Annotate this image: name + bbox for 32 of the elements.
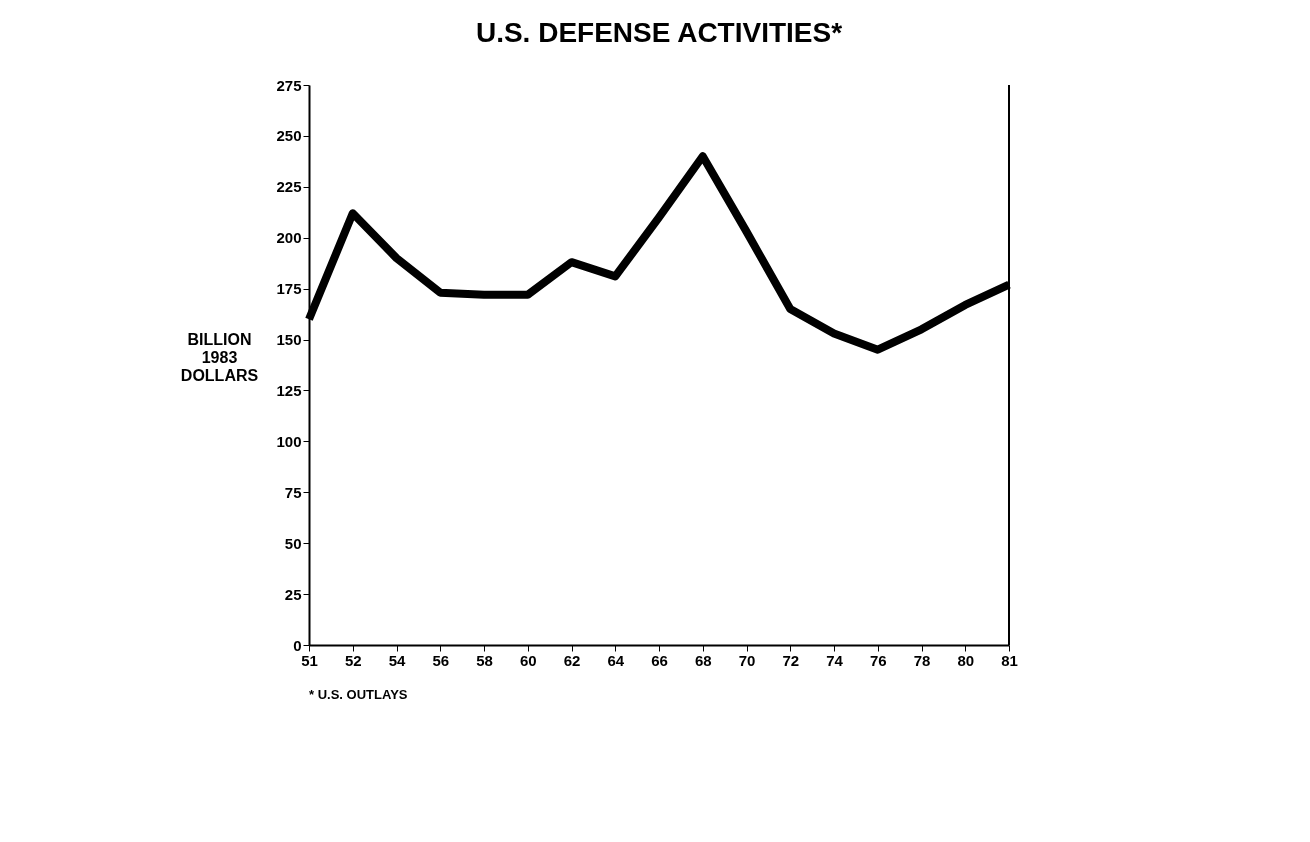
y-tick-label: 275 (276, 76, 302, 94)
y-tick-label: 100 (276, 432, 302, 450)
x-tick-label: 81 (1001, 651, 1018, 669)
x-tick-label: 72 (782, 651, 800, 669)
y-tick-label: 150 (276, 331, 302, 349)
y-tick-label: 250 (276, 127, 302, 145)
x-tick-label: 56 (432, 651, 450, 669)
x-tick-label: 66 (651, 651, 668, 669)
x-tick-label: 62 (563, 651, 581, 669)
x-tick-label: 68 (694, 651, 712, 669)
text: * U.S. OUTLAYS (309, 687, 408, 702)
y-tick-label: 0 (293, 636, 302, 654)
x-tick-label: 58 (476, 651, 493, 669)
x-tick-label: 70 (738, 651, 756, 669)
y-tick-label: 175 (276, 280, 302, 298)
chart-title: U.S. DEFENSE ACTIVITIES* (475, 17, 843, 48)
y-tick-label: 25 (284, 585, 302, 603)
y-tick-label: 125 (276, 381, 302, 399)
x-tick-label: 74 (826, 651, 844, 669)
x-tick-label: 64 (607, 651, 625, 669)
x-tick-label: 60 (519, 651, 537, 669)
y-tick-label: 200 (276, 229, 302, 247)
x-tick-label: 51 (301, 651, 318, 669)
x-tick-label: 54 (388, 651, 406, 669)
y-tick-label: 225 (276, 178, 302, 196)
x-tick-label: 80 (957, 651, 975, 669)
x-tick-label: 52 (344, 651, 362, 669)
x-tick-label: 78 (913, 651, 931, 669)
y-tick-label: 75 (284, 483, 302, 501)
y-axis-title: BILLION 1983 DOLLARS (180, 331, 259, 385)
x-tick-label: 76 (869, 651, 887, 669)
y-tick-label: 50 (284, 534, 302, 552)
